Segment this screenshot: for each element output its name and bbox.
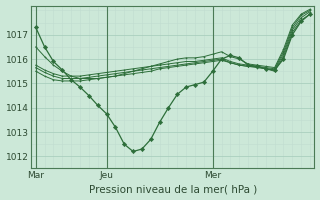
X-axis label: Pression niveau de la mer( hPa ): Pression niveau de la mer( hPa ) [89,184,257,194]
